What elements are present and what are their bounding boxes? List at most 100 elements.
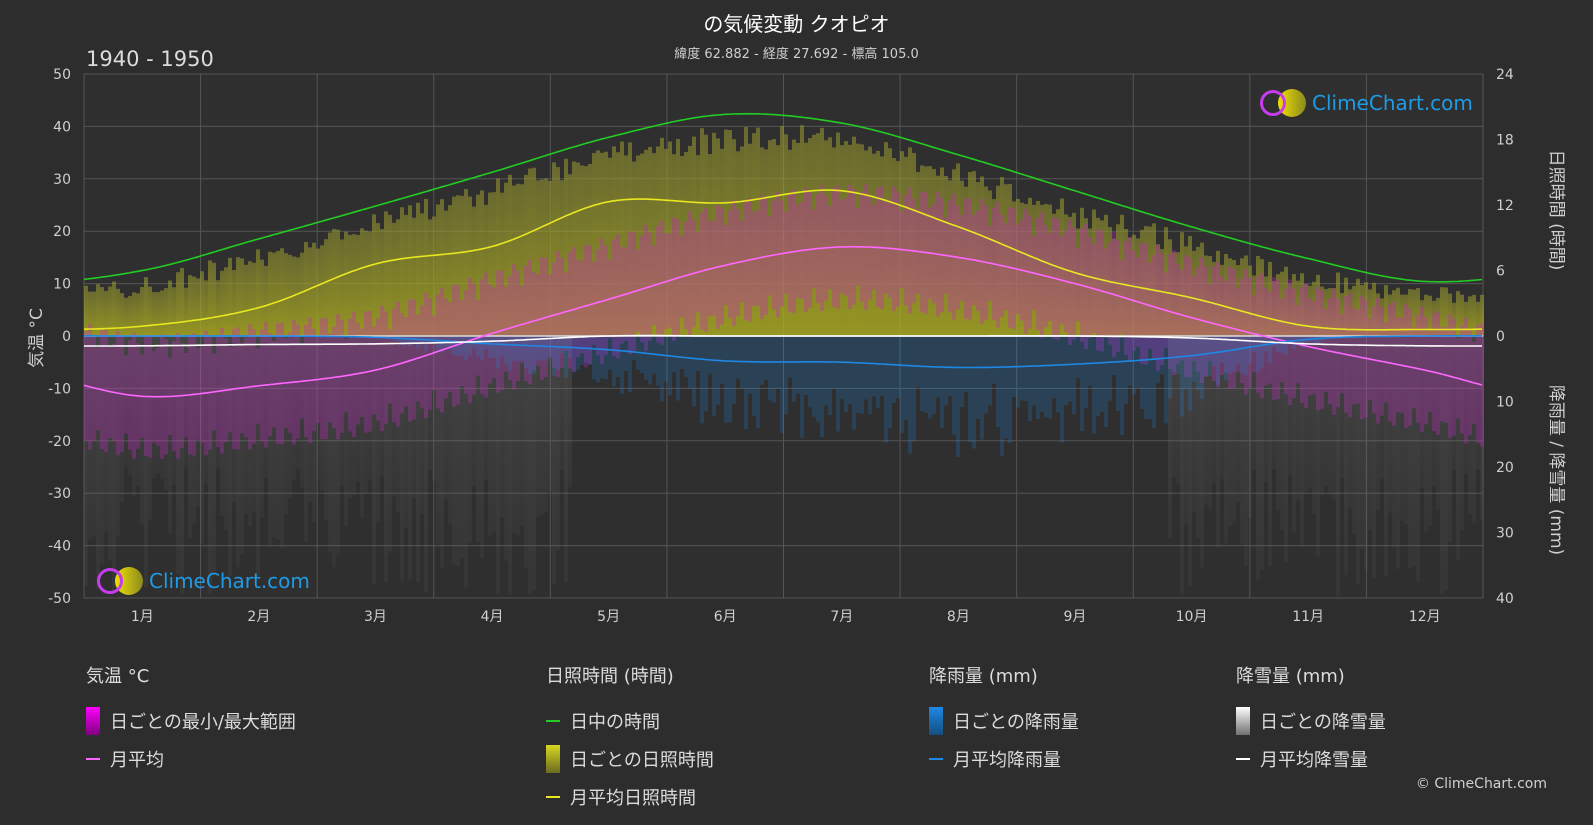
daily-rain-band — [1132, 336, 1136, 395]
daily-sunshine-band — [1396, 287, 1400, 336]
daily-sunshine-band — [340, 239, 344, 336]
daily-sunshine-band — [976, 182, 980, 336]
daily-rain-band — [1152, 336, 1156, 428]
daily-sunshine-band — [812, 134, 816, 336]
daily-sunshine-band — [1388, 294, 1392, 336]
daily-sunshine-band — [312, 242, 316, 336]
daily-snow-band — [260, 336, 264, 518]
daily-sunshine-band — [688, 145, 692, 336]
daily-sunshine-band — [616, 152, 620, 336]
daily-sunshine-band — [656, 146, 660, 336]
daily-sunshine-band — [400, 207, 404, 336]
daily-sunshine-band — [836, 132, 840, 336]
daily-sunshine-band — [380, 229, 384, 336]
daily-snow-band — [1288, 336, 1292, 476]
right-bottom-tick-label: 10 — [1496, 395, 1514, 411]
legend-item-temp-mean: 月平均 — [86, 740, 296, 778]
daily-snow-band — [320, 336, 324, 492]
daily-rain-band — [768, 336, 772, 401]
daily-sunshine-band — [1080, 207, 1084, 336]
daily-snow-band — [460, 336, 464, 559]
daily-snow-band — [1400, 336, 1404, 521]
daily-sunshine-band — [1336, 272, 1340, 336]
daily-rain-band — [492, 336, 496, 358]
daily-rain-band — [920, 336, 924, 412]
daily-sunshine-band — [756, 127, 760, 336]
daily-sunshine-band — [1204, 255, 1208, 336]
daily-rain-band — [976, 336, 980, 419]
daily-sunshine-band — [1144, 226, 1148, 336]
daily-sunshine-band — [180, 267, 184, 336]
daily-snow-band — [548, 336, 552, 492]
daily-sunshine-band — [1000, 177, 1004, 336]
daily-sunshine-band — [360, 228, 364, 336]
daily-rain-band — [856, 336, 860, 413]
daily-snow-band — [1336, 336, 1340, 597]
daily-sunshine-band — [428, 219, 432, 336]
daily-snow-band — [1280, 336, 1284, 530]
daily-rain-band — [688, 336, 692, 389]
left-tick-label: -50 — [48, 591, 71, 607]
daily-snow-band — [444, 336, 448, 500]
daily-sunshine-band — [1352, 285, 1356, 336]
daily-sunshine-band — [1460, 294, 1464, 336]
daily-snow-band — [1344, 336, 1348, 576]
daily-snow-band — [432, 336, 436, 481]
daily-rain-band — [996, 336, 1000, 428]
daily-sunshine-band — [1016, 198, 1020, 336]
daily-snow-band — [552, 336, 556, 584]
daily-snow-band — [252, 336, 256, 513]
daily-snow-band — [508, 336, 512, 595]
daily-rain-band — [704, 336, 708, 412]
daily-sunshine-band — [808, 138, 812, 336]
daily-snow-band — [336, 336, 340, 556]
daily-sunshine-band — [480, 190, 484, 336]
daily-snow-band — [1256, 336, 1260, 581]
daily-rain-band — [1204, 336, 1208, 376]
daily-rain-band — [540, 336, 544, 361]
daily-rain-band — [916, 336, 920, 387]
daily-sunshine-band — [720, 148, 724, 336]
daily-rain-band — [960, 336, 964, 408]
daily-snow-band — [1456, 336, 1460, 560]
daily-snow-band — [184, 336, 188, 468]
daily-rain-band — [1172, 336, 1176, 373]
daily-rain-band — [764, 336, 768, 380]
daily-sunshine-band — [876, 150, 880, 336]
daily-sunshine-band — [784, 134, 788, 336]
daily-rain-band — [752, 336, 756, 417]
daily-sunshine-band — [508, 174, 512, 336]
daily-rain-band — [884, 336, 888, 443]
left-tick-label: -30 — [48, 486, 71, 502]
daily-sunshine-band — [796, 143, 800, 336]
daily-snow-band — [540, 336, 544, 515]
daily-rain-band — [1168, 336, 1172, 399]
daily-rain-band — [1148, 336, 1152, 420]
daily-sunshine-band — [728, 130, 732, 336]
right-top-tick-label: 0 — [1496, 329, 1505, 345]
daily-sunshine-band — [260, 259, 264, 336]
daily-snow-band — [408, 336, 412, 581]
legend-item-daily-rain: 日ごとの降雨量 — [929, 702, 1079, 740]
daily-sunshine-band — [596, 150, 600, 336]
daily-sunshine-band — [1376, 293, 1380, 336]
chart-subtitle: 緯度 62.882 - 経度 27.692 - 標高 105.0 — [674, 47, 919, 62]
daily-snow-band — [1396, 336, 1400, 569]
daily-sunshine-band — [724, 129, 728, 336]
daily-rain-band — [888, 336, 892, 429]
rain-mean-line — [84, 335, 1482, 369]
legend-label: 月平均日照時間 — [570, 788, 696, 809]
daily-sunshine-band — [1472, 294, 1476, 336]
daily-rain-band — [1068, 336, 1072, 402]
daily-snow-band — [1352, 336, 1356, 535]
watermark-text: ClimeChart.com — [1312, 91, 1473, 115]
daily-rain-band — [708, 336, 712, 374]
daily-rain-band — [508, 336, 512, 371]
daily-sunshine-band — [768, 140, 772, 336]
daily-snow-band — [496, 336, 500, 595]
daily-rain-band — [872, 336, 876, 397]
daily-sunshine-band — [1024, 203, 1028, 336]
daily-rain-band — [820, 336, 824, 437]
daily-sunshine-band — [992, 199, 996, 336]
daily-sunshine-band — [920, 165, 924, 336]
